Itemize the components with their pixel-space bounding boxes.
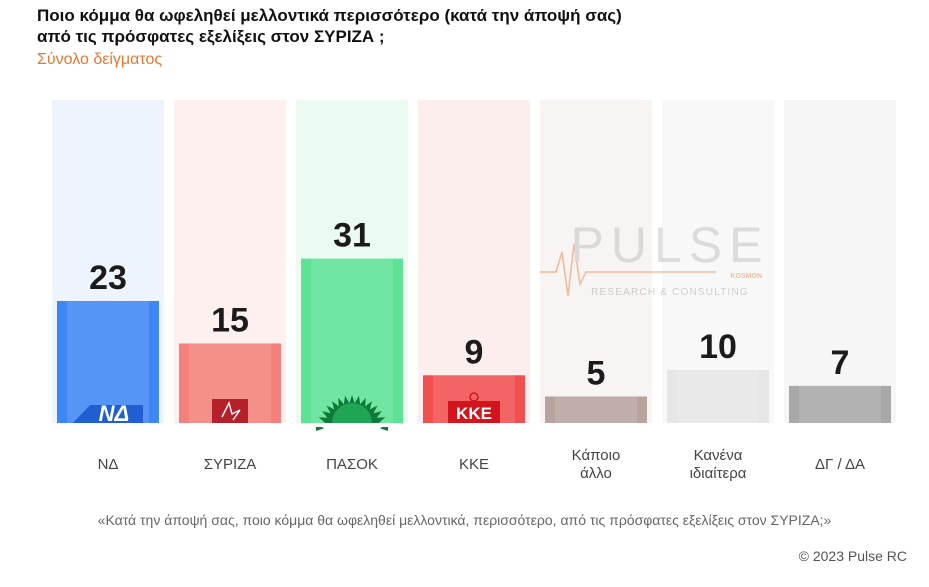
watermark-tagline: RESEARCH & CONSULTING	[591, 287, 749, 298]
category-label-line: Κάποιο	[572, 447, 621, 464]
category-label-2: ΠΑΣΟΚ	[326, 456, 378, 473]
column-bg-3	[418, 100, 530, 423]
copyright: © 2023 Pulse RC	[798, 548, 907, 564]
category-label-4: Κάποιο άλλο	[572, 447, 621, 482]
pulse-watermark: PULSE KOSMON RESEARCH & CONSULTING	[540, 217, 770, 298]
category-label-1: ΣΥΡΙΖΑ	[204, 456, 257, 473]
kke-logo-icon: ΚΚΕ	[448, 392, 500, 423]
nd-logo-text: ΝΔ	[99, 401, 130, 426]
bar-5	[667, 369, 769, 423]
bar-chart: PULSE KOSMON RESEARCH & CONSULTING 23 ΝΔ Ν…	[52, 100, 896, 482]
category-label-3: ΚΚΕ	[459, 456, 489, 473]
nd-logo-icon: ΝΔ	[73, 401, 143, 426]
chart-title: Ποιο κόμμα θα ωφεληθεί μελλοντικά περισσ…	[37, 5, 757, 47]
category-label-line: ιδιαίτερα	[690, 465, 747, 482]
bar-value-label-2: 31	[333, 217, 371, 255]
watermark-brand: PULSE	[571, 217, 770, 273]
pasok-sun-icon	[312, 395, 392, 431]
chart-title-line-1: Ποιο κόμμα θα ωφεληθεί μελλοντικά περισσ…	[37, 6, 622, 25]
chart-title-line-2: από τις πρόσφατες εξελίξεις στον ΣΥΡΙΖΑ …	[37, 27, 385, 46]
column-bg-6	[784, 100, 896, 423]
bar-value-label-5: 10	[699, 328, 737, 366]
bar-value-label-6: 7	[831, 344, 850, 382]
bar-value-label-3: 9	[465, 333, 484, 371]
pulse-heartbeat-icon	[540, 243, 716, 297]
bar-6	[789, 385, 891, 423]
bar-highlight-0	[67, 301, 149, 423]
column-bg-4	[540, 100, 652, 423]
bar-highlight-4	[555, 396, 637, 423]
column-bg-5	[662, 100, 774, 423]
category-label-5: Κανένα ιδιαίτερα	[690, 447, 747, 482]
footnote: «Κατά την άποψή σας, ποιο κόμμα θα ωφελη…	[97, 512, 832, 528]
syriza-logo-icon	[212, 399, 248, 423]
chart-subtitle: Σύνολο δείγματος	[37, 51, 163, 68]
category-label-0: ΝΔ	[98, 456, 119, 473]
bar-highlight-6	[799, 385, 881, 423]
category-label-line: Κανένα	[694, 447, 743, 464]
bar-value-label-4: 5	[587, 354, 606, 392]
category-label-6: ΔΓ / ΔΑ	[815, 456, 865, 473]
category-label-line: άλλο	[580, 465, 612, 482]
bar-4	[545, 396, 647, 423]
bar-value-label-1: 15	[211, 301, 249, 339]
watermark-partner: KOSMON	[731, 273, 763, 280]
bar-0	[57, 301, 159, 423]
bar-value-label-0: 23	[89, 259, 127, 297]
bar-highlight-5	[677, 369, 759, 423]
kke-logo-text: ΚΚΕ	[456, 404, 492, 423]
